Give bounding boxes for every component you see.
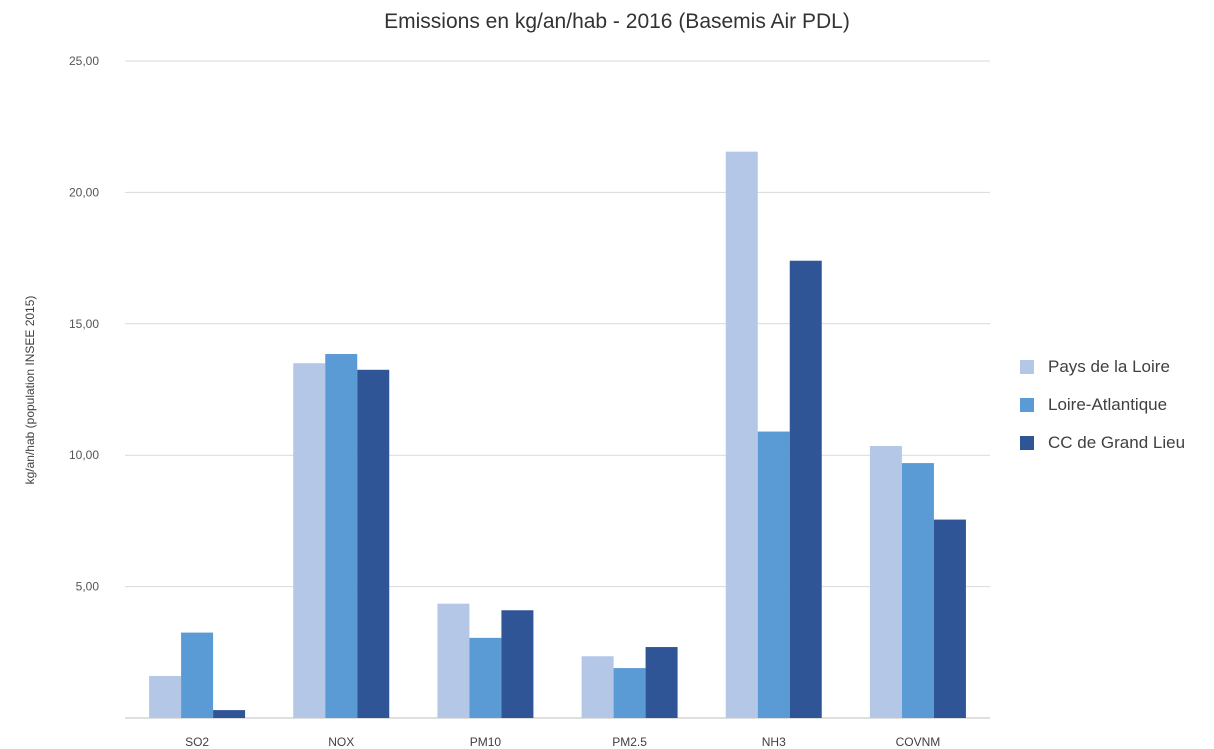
bar — [325, 354, 358, 718]
legend-item: Pays de la Loire — [1020, 348, 1185, 386]
legend-swatch — [1020, 436, 1034, 450]
bar — [293, 363, 326, 718]
bar — [501, 610, 534, 718]
legend-swatch — [1020, 398, 1034, 412]
bar — [437, 603, 470, 718]
bar — [469, 637, 502, 718]
bar — [789, 260, 822, 718]
x-category-label: PM10 — [470, 735, 502, 749]
bar — [581, 656, 614, 718]
x-category-label: PM2.5 — [612, 735, 647, 749]
x-category-label: SO2 — [185, 735, 209, 749]
bars — [149, 151, 966, 718]
y-tick-label: 5,00 — [76, 580, 100, 594]
legend-label: Pays de la Loire — [1048, 357, 1170, 376]
x-category-label: COVNM — [896, 735, 941, 749]
x-axis-categories: SO2 NOX PM10 PM2.5 NH3 COVNM — [185, 735, 940, 749]
bar — [933, 519, 966, 718]
legend-item: Loire-Atlantique — [1020, 386, 1185, 424]
bar — [613, 668, 646, 718]
bar — [901, 463, 934, 718]
gridlines — [125, 60, 990, 719]
bar — [149, 675, 182, 718]
legend-swatch — [1020, 360, 1034, 374]
legend-item: CC de Grand Lieu — [1020, 424, 1185, 462]
bar — [757, 431, 790, 718]
bar — [725, 151, 758, 718]
y-tick-label: 15,00 — [69, 317, 99, 331]
legend-label: CC de Grand Lieu — [1048, 433, 1186, 452]
bar — [869, 446, 902, 718]
y-tick-label: 25,00 — [69, 54, 99, 68]
y-axis-label: kg/an/hab (population INSEE 2015) — [23, 296, 37, 485]
y-tick-label: 20,00 — [69, 185, 99, 199]
legend-label: Loire-Atlantique — [1048, 395, 1168, 414]
bar — [181, 632, 214, 718]
bar — [357, 369, 390, 718]
y-axis-ticks: 5,00 10,00 15,00 20,00 25,00 — [69, 54, 99, 594]
chart-title: Emissions en kg/an/hab - 2016 (Basemis A… — [384, 10, 850, 33]
y-tick-label: 10,00 — [69, 448, 99, 462]
bar — [645, 647, 678, 718]
bar — [213, 710, 246, 718]
x-category-label: NOX — [328, 735, 354, 749]
x-category-label: NH3 — [762, 735, 786, 749]
legend: Pays de la Loire Loire-Atlantique CC de Gr… — [1020, 348, 1185, 462]
